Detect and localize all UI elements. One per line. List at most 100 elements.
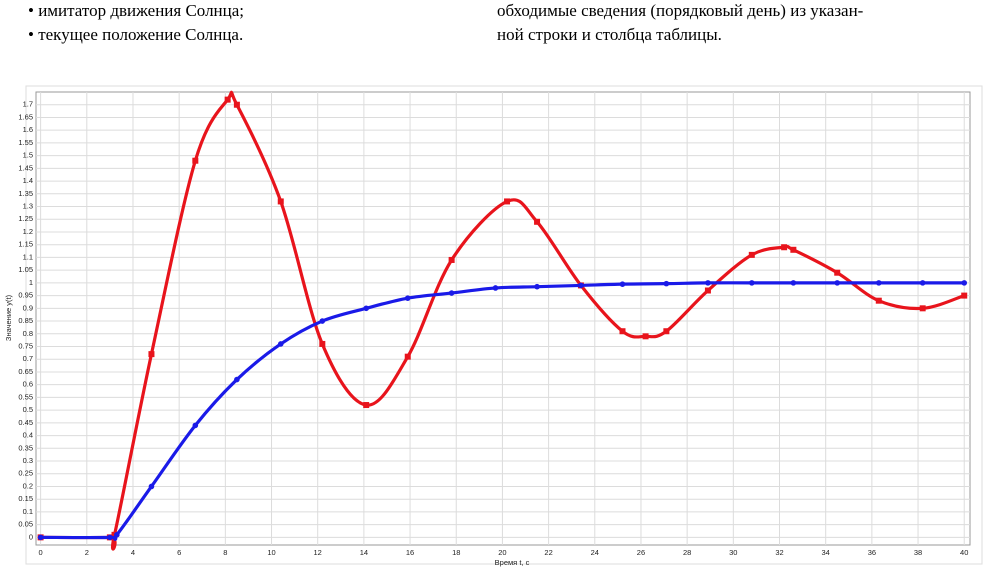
y-tick-label: 1.35 — [18, 189, 33, 198]
x-tick-label: 34 — [822, 548, 830, 557]
x-tick-label: 32 — [775, 548, 783, 557]
point-marker — [37, 534, 44, 541]
point-marker — [663, 328, 670, 335]
y-tick-label: 1.05 — [18, 265, 33, 274]
x-tick-label: 4 — [131, 548, 135, 557]
point-marker — [961, 280, 968, 286]
y-tick-label: 0.05 — [18, 520, 33, 529]
x-tick-label: 22 — [544, 548, 552, 557]
x-tick-label: 36 — [868, 548, 876, 557]
y-tick-label: 0.8 — [23, 329, 33, 338]
point-marker — [663, 280, 670, 287]
y-tick-label: 1.2 — [23, 227, 33, 236]
point-marker — [192, 157, 199, 164]
y-tick-label: 0.9 — [23, 303, 33, 312]
point-marker — [642, 333, 649, 340]
point-marker — [781, 244, 788, 251]
x-tick-label: 30 — [729, 548, 737, 557]
y-tick-label: 1.5 — [23, 151, 33, 160]
point-marker — [363, 305, 369, 312]
y-tick-label: 1.45 — [18, 163, 33, 172]
x-tick-label: 28 — [683, 548, 691, 557]
y-tick-label: 0.4 — [23, 431, 33, 440]
point-marker — [277, 198, 284, 205]
y-tick-label: 0.15 — [18, 494, 33, 503]
y-tick-label: 1 — [29, 278, 33, 287]
y-tick-label: 1.6 — [23, 125, 33, 134]
bullet-text: • текущее положение Солнца. — [28, 25, 243, 44]
point-marker — [875, 297, 882, 304]
point-marker — [875, 280, 882, 286]
y-tick-label: 0.5 — [23, 405, 33, 414]
y-tick-label: 0.55 — [18, 392, 33, 401]
point-marker — [919, 305, 926, 312]
point-marker — [448, 290, 455, 296]
x-tick-label: 12 — [314, 548, 322, 557]
x-tick-label: 6 — [177, 548, 181, 557]
point-marker — [748, 280, 755, 286]
y-tick-label: 0.85 — [18, 316, 33, 325]
x-tick-label: 20 — [498, 548, 506, 557]
x-tick-label: 14 — [360, 548, 368, 557]
plot-area — [35, 91, 971, 546]
y-tick-label: 0.65 — [18, 367, 33, 376]
point-marker — [492, 285, 499, 291]
x-axis-label: Время t, с — [495, 558, 530, 567]
point-marker — [504, 198, 511, 205]
paragraph-text: обходимые сведения (порядковый день) из … — [497, 1, 864, 20]
y-tick-label: 1.55 — [18, 138, 33, 147]
y-tick-label: 0.1 — [23, 507, 33, 516]
x-tick-label: 16 — [406, 548, 414, 557]
x-tick-label: 10 — [267, 548, 275, 557]
y-tick-label: 0.35 — [18, 443, 33, 452]
x-tick-label: 2 — [85, 548, 89, 557]
y-tick-label: 1.15 — [18, 240, 33, 249]
point-marker — [790, 246, 797, 253]
y-tick-label: 1.4 — [23, 176, 33, 185]
y-tick-label: 1.65 — [18, 112, 33, 121]
point-marker — [578, 282, 584, 289]
y-tick-label: 0.7 — [23, 354, 33, 363]
bullet-text: • имитатор движения Солнца; — [28, 1, 244, 20]
point-marker — [961, 292, 968, 299]
paragraph-text: ной строки и столбца таблицы. — [497, 25, 722, 44]
y-tick-label: 0.75 — [18, 341, 33, 350]
point-marker — [319, 318, 326, 324]
point-marker — [790, 280, 797, 286]
point-marker — [404, 353, 411, 360]
y-tick-label: 0.6 — [23, 380, 33, 389]
point-marker — [224, 96, 231, 103]
point-marker — [234, 376, 240, 383]
point-marker — [107, 534, 113, 541]
x-tick-label: 8 — [223, 548, 227, 557]
point-marker — [619, 281, 626, 287]
y-tick-label: 1.1 — [23, 252, 33, 261]
y-tick-label: 0 — [29, 532, 33, 541]
point-marker — [319, 340, 326, 347]
y-tick-label: 1.3 — [23, 202, 33, 211]
point-marker — [919, 280, 926, 286]
point-marker — [148, 351, 155, 358]
point-marker — [834, 280, 841, 286]
x-tick-label: 0 — [39, 548, 43, 557]
y-tick-label: 1.7 — [23, 100, 33, 109]
x-tick-label: 24 — [591, 548, 599, 557]
y-tick-label: 0.3 — [23, 456, 33, 465]
y-tick-label: 0.95 — [18, 291, 33, 300]
point-marker — [148, 483, 155, 490]
point-marker — [363, 402, 370, 409]
point-marker — [619, 328, 626, 335]
point-marker — [233, 101, 240, 108]
point-marker — [748, 251, 755, 258]
x-tick-label: 38 — [914, 548, 922, 557]
point-marker — [114, 532, 120, 538]
y-tick-label: 0.45 — [18, 418, 33, 427]
point-marker — [192, 422, 199, 429]
point-marker — [404, 295, 411, 301]
point-marker — [534, 283, 540, 290]
point-marker — [705, 280, 711, 286]
point-marker — [834, 269, 841, 276]
y-axis-label: Значение y(t) — [4, 294, 13, 341]
x-tick-label: 18 — [452, 548, 460, 557]
